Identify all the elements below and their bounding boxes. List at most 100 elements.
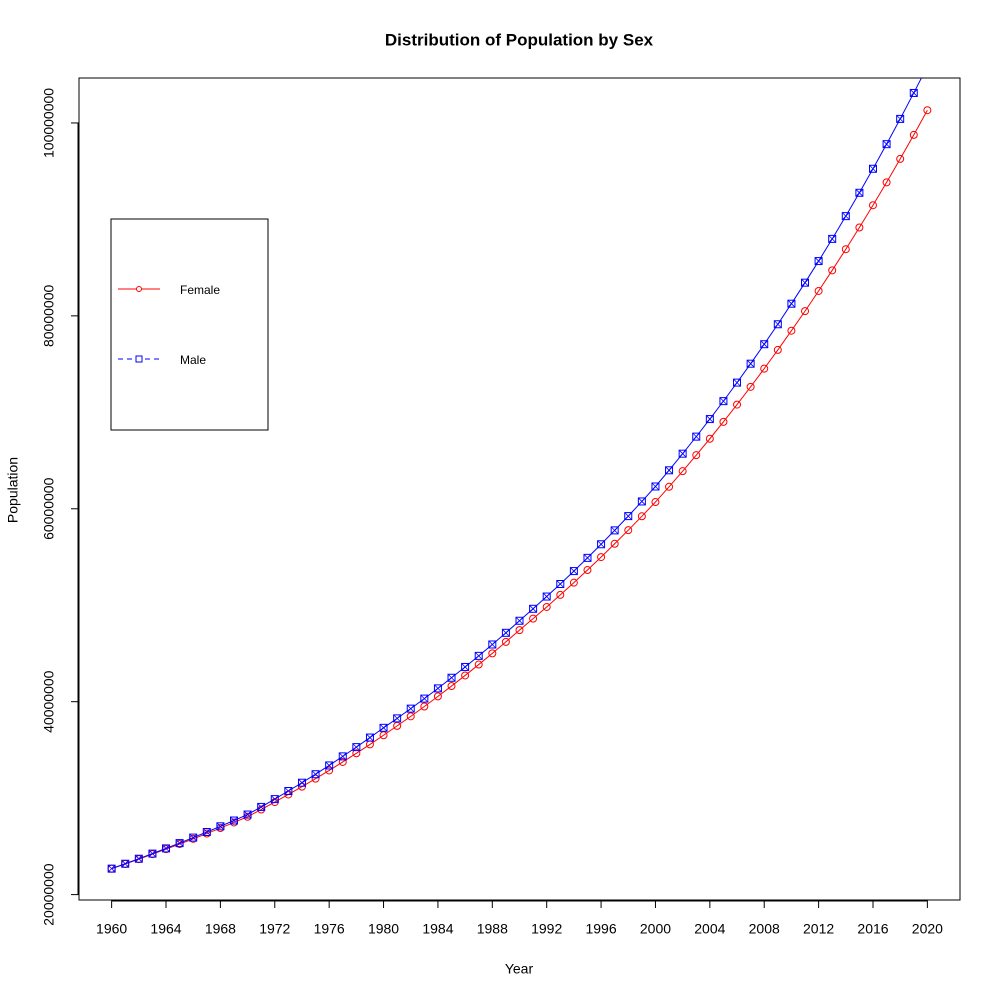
- point-square: [637, 497, 646, 506]
- point-square: [488, 640, 497, 649]
- point-cross: [135, 854, 143, 863]
- point-cross: [665, 466, 673, 475]
- point-cross: [719, 397, 728, 405]
- point: [352, 743, 361, 752]
- point-square: [406, 704, 415, 713]
- point: [433, 692, 442, 701]
- point-cross: [787, 299, 796, 308]
- point-square: [420, 694, 429, 703]
- point-cross: [760, 340, 769, 349]
- point: [855, 223, 864, 232]
- point: [828, 266, 837, 275]
- point: [746, 359, 755, 368]
- point: [569, 567, 578, 576]
- legend-label: Male: [180, 353, 206, 367]
- plot-area: [107, 78, 932, 873]
- point: [134, 854, 143, 863]
- point-square: [746, 359, 755, 368]
- point-square: [855, 188, 864, 197]
- point-square: [651, 482, 660, 491]
- point: [637, 512, 646, 521]
- point-cross: [542, 592, 551, 601]
- point: [379, 723, 388, 732]
- x-tick-label: 2000: [640, 921, 671, 937]
- point-square: [270, 795, 279, 804]
- point: [189, 833, 198, 842]
- point: [583, 566, 592, 575]
- point-cross: [325, 761, 333, 770]
- point-cross: [148, 849, 157, 858]
- point: [311, 770, 320, 779]
- point-cross: [216, 822, 225, 831]
- point: [814, 257, 823, 266]
- point: [542, 592, 551, 601]
- point: [719, 417, 728, 426]
- point: [665, 482, 674, 491]
- point: [719, 397, 728, 406]
- legend-marker: [135, 355, 143, 363]
- point: [760, 340, 769, 349]
- point-square: [610, 526, 619, 535]
- point: [406, 712, 415, 721]
- point: [461, 662, 470, 671]
- point-square: [841, 212, 850, 221]
- point-cross: [121, 859, 130, 868]
- point-square: [189, 833, 198, 842]
- point: [624, 512, 633, 521]
- point: [923, 106, 932, 115]
- point-cross: [203, 828, 211, 836]
- point-square: [352, 743, 361, 752]
- point-square: [433, 684, 442, 693]
- point-cross: [311, 770, 320, 779]
- point: [107, 864, 116, 873]
- point: [801, 278, 810, 287]
- point: [787, 326, 796, 335]
- x-tick-label: 1968: [205, 921, 236, 937]
- point-square: [107, 864, 116, 873]
- point-cross: [434, 684, 442, 693]
- point: [909, 88, 918, 97]
- point: [855, 188, 864, 197]
- point: [393, 714, 402, 723]
- point-square: [393, 714, 402, 723]
- point: [461, 671, 470, 680]
- point-square: [501, 628, 510, 637]
- point-cross: [243, 810, 252, 819]
- point: [488, 649, 497, 658]
- point-square: [569, 567, 578, 576]
- point-square: [705, 415, 714, 424]
- series-line: [111, 109, 928, 870]
- y-tick-label: 40000000: [41, 670, 57, 733]
- legend-box: [110, 218, 269, 431]
- point-cross: [597, 540, 605, 549]
- point: [501, 637, 510, 646]
- point: [692, 451, 701, 460]
- point-square: [148, 849, 157, 858]
- point: [705, 434, 714, 443]
- point-square: [556, 580, 565, 589]
- point-cross: [869, 164, 877, 173]
- point: [297, 778, 306, 787]
- point: [216, 822, 225, 831]
- x-tick-label: 1976: [314, 921, 345, 937]
- point-cross: [406, 704, 415, 713]
- point-cross: [638, 497, 646, 506]
- point-square: [216, 822, 225, 831]
- point-cross: [882, 140, 891, 148]
- point-square: [202, 827, 211, 836]
- x-tick-label: 2008: [749, 921, 780, 937]
- point-square: [882, 140, 891, 149]
- point-square: [719, 397, 728, 406]
- point-cross: [270, 795, 279, 803]
- x-tick-label: 2016: [857, 921, 888, 937]
- point: [447, 673, 456, 682]
- point: [733, 378, 742, 387]
- point-cross: [257, 803, 265, 811]
- x-tick-label: 1980: [368, 921, 399, 937]
- point-cross: [583, 554, 592, 562]
- point-square: [801, 278, 810, 287]
- point: [284, 787, 293, 796]
- point-cross: [692, 432, 701, 441]
- point: [433, 684, 442, 693]
- point-square: [760, 340, 769, 349]
